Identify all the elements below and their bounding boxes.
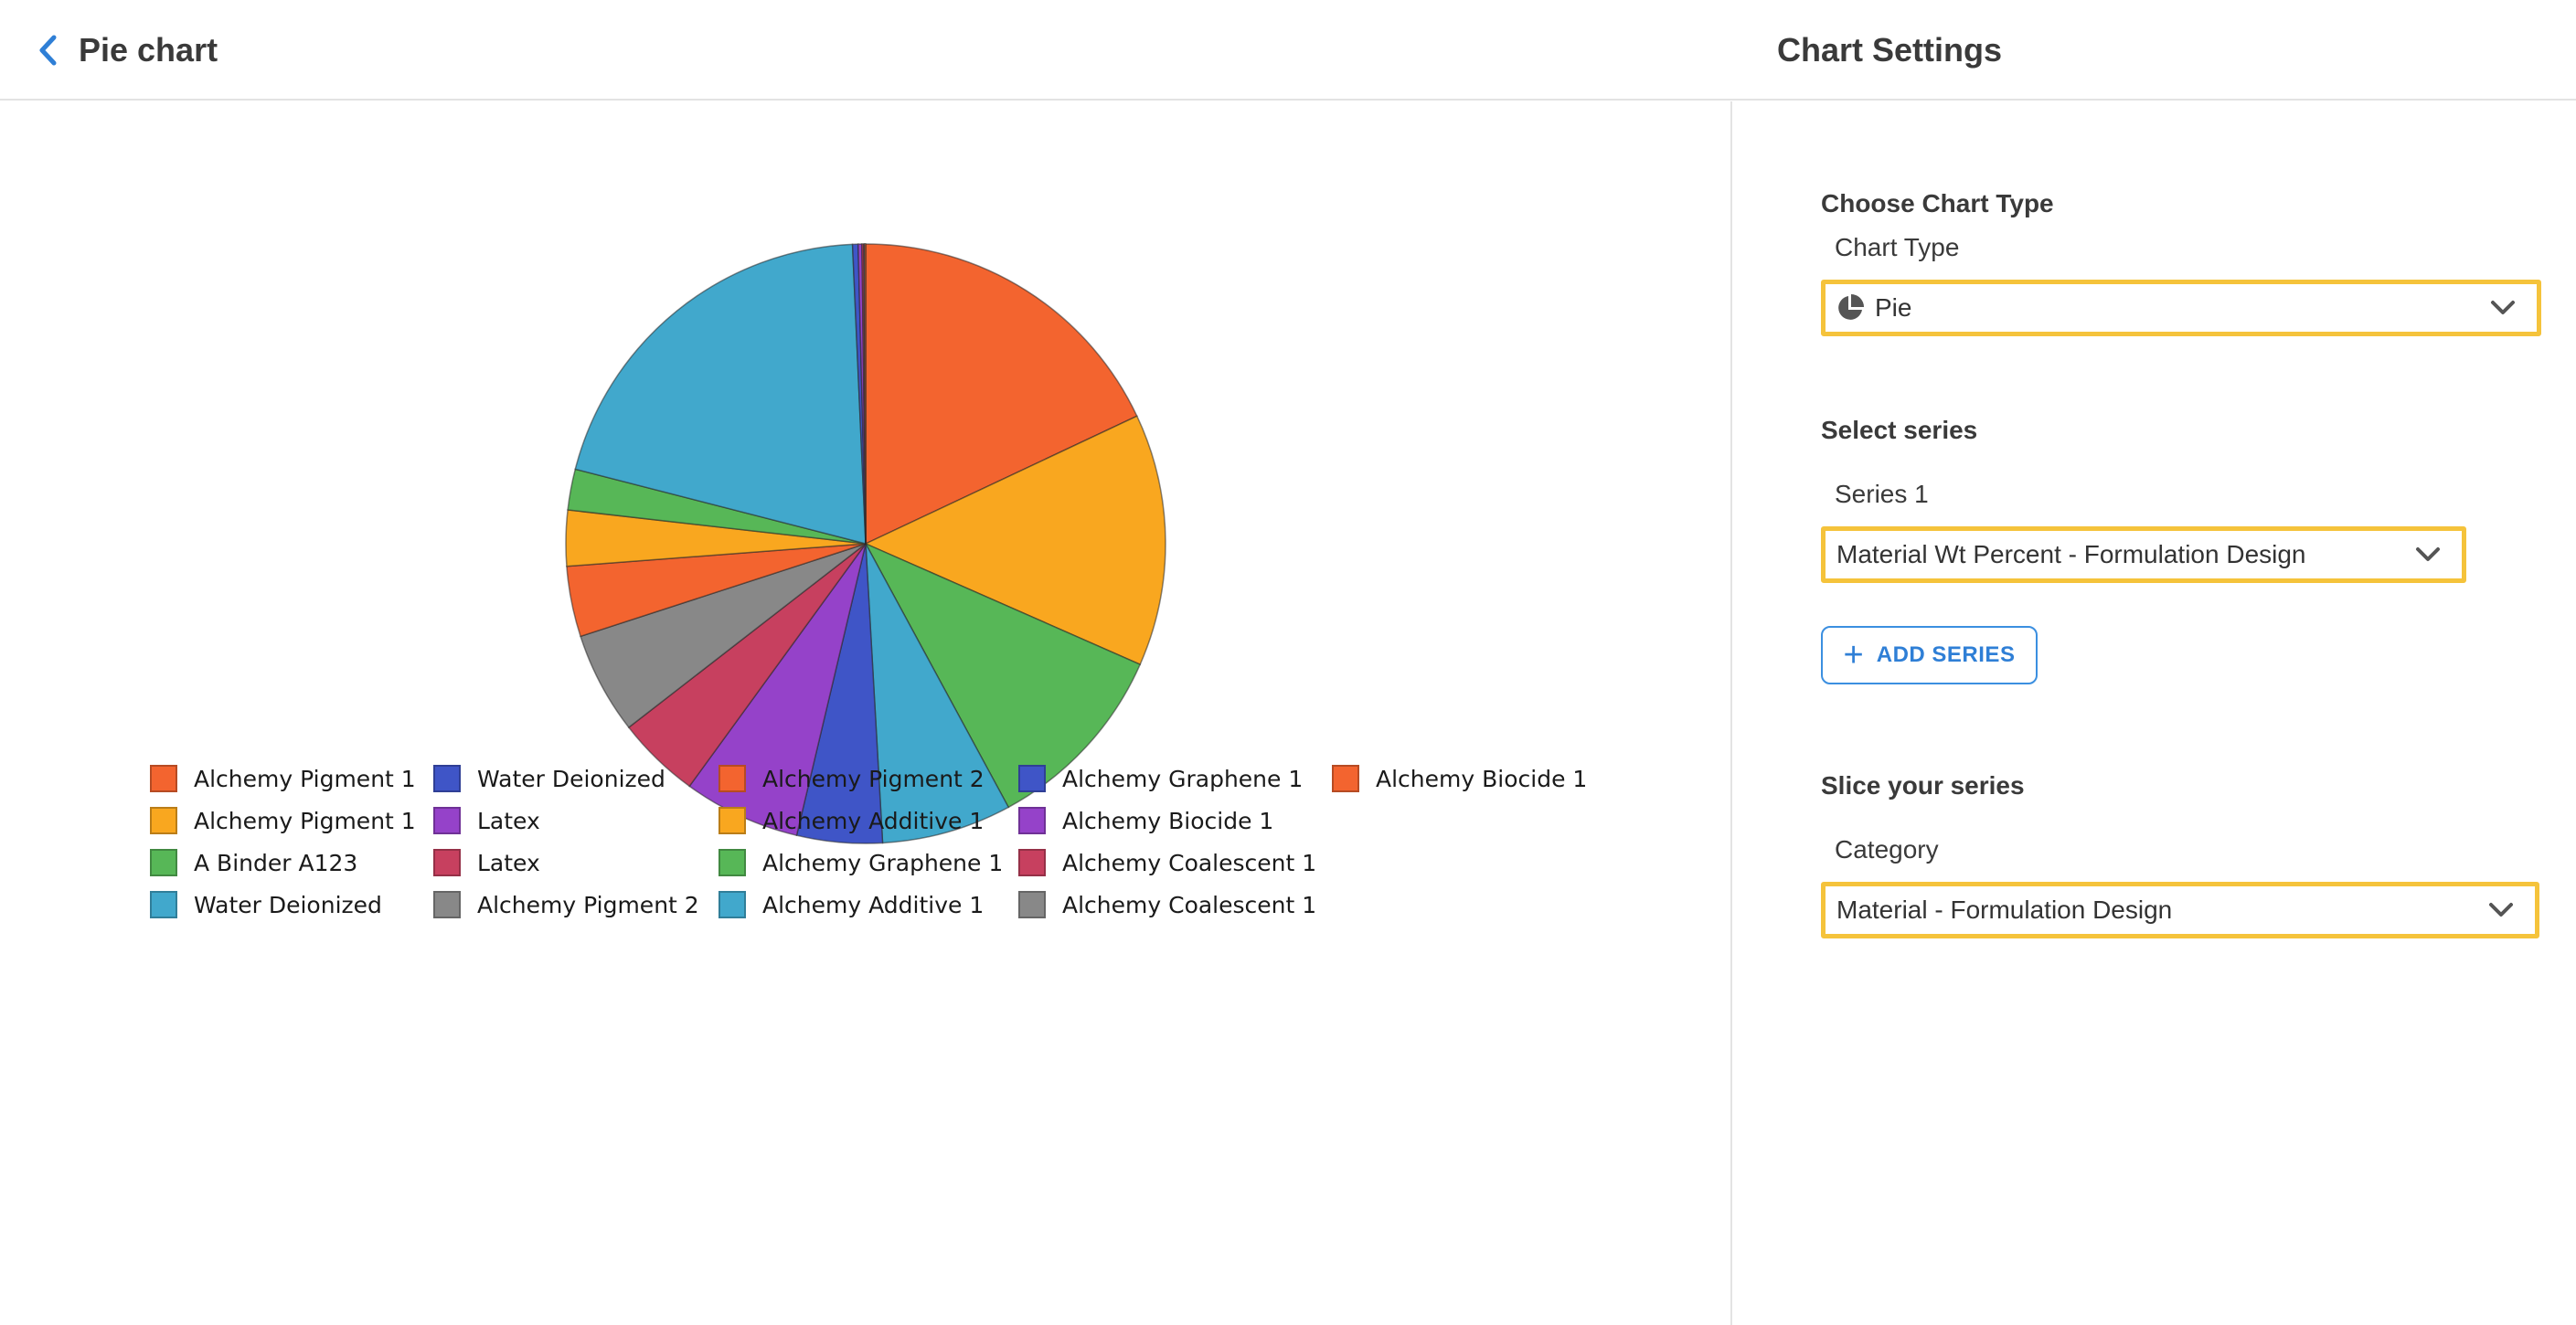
legend-label: Alchemy Biocide 1 <box>1062 807 1274 834</box>
legend-item[interactable]: Alchemy Coalescent 1 <box>1018 847 1316 878</box>
legend-item[interactable]: A Binder A123 <box>150 847 357 878</box>
legend-label: Latex <box>477 849 540 876</box>
series-1-value: Material Wt Percent - Formulation Design <box>1836 540 2306 568</box>
legend-item[interactable]: Alchemy Pigment 1 <box>150 763 416 794</box>
legend-swatch <box>719 807 746 834</box>
chevron-down-icon <box>2416 547 2440 561</box>
legend-item[interactable]: Alchemy Pigment 2 <box>719 763 985 794</box>
legend-label: Alchemy Graphene 1 <box>762 849 1004 876</box>
legend-item[interactable]: Latex <box>433 847 540 878</box>
pie-slice-1 <box>865 243 1138 546</box>
legend-label: Alchemy Additive 1 <box>762 807 985 834</box>
legend-item[interactable]: Alchemy Graphene 1 <box>1018 763 1303 794</box>
legend-swatch <box>1018 849 1046 876</box>
chevron-down-icon <box>2489 903 2513 917</box>
page-title: Pie chart <box>79 31 218 69</box>
legend-label: Latex <box>477 807 540 834</box>
legend-item[interactable]: Alchemy Pigment 1 <box>150 805 416 836</box>
legend-label: Alchemy Pigment 1 <box>194 765 416 792</box>
legend-swatch <box>1018 765 1046 792</box>
chart-type-section-label: Choose Chart Type <box>1821 189 2054 217</box>
legend-label: Alchemy Coalescent 1 <box>1062 891 1317 918</box>
legend-item[interactable]: Alchemy Additive 1 <box>719 889 984 920</box>
pie-slice-3 <box>864 542 1142 809</box>
legend-swatch <box>150 807 177 834</box>
slice-series-section-label: Slice your series <box>1821 771 2025 800</box>
add-series-label: ADD SERIES <box>1876 642 2016 667</box>
pie-slice-12 <box>574 243 867 545</box>
legend-label: Alchemy Pigment 1 <box>194 807 416 834</box>
legend-label: Alchemy Pigment 2 <box>762 765 985 792</box>
legend-item[interactable]: Alchemy Additive 1 <box>719 805 984 836</box>
add-series-button[interactable]: + ADD SERIES <box>1821 626 2038 684</box>
pie-slice-17 <box>864 243 867 545</box>
legend-label: Alchemy Biocide 1 <box>1376 765 1588 792</box>
legend-swatch <box>1018 807 1046 834</box>
panel-divider <box>1730 101 1732 1325</box>
pie-chart <box>565 243 1166 844</box>
settings-title: Chart Settings <box>1777 31 2003 69</box>
legend-swatch <box>1018 891 1046 918</box>
legend-item[interactable]: Alchemy Coalescent 1 <box>1018 889 1316 920</box>
category-value: Material - Formulation Design <box>1836 896 2173 924</box>
legend-label: Alchemy Pigment 2 <box>477 891 699 918</box>
legend-swatch <box>433 891 461 918</box>
legend-item[interactable]: Alchemy Biocide 1 <box>1332 763 1587 794</box>
legend-label: Water Deionized <box>194 891 382 918</box>
category-field-label: Category <box>1835 835 1939 864</box>
legend-label: Alchemy Coalescent 1 <box>1062 849 1317 876</box>
header: Pie chart Chart Settings <box>0 0 2576 101</box>
legend-label: Water Deionized <box>477 765 665 792</box>
legend-item[interactable]: Water Deionized <box>150 889 382 920</box>
legend-swatch <box>150 849 177 876</box>
legend-swatch <box>1332 765 1359 792</box>
legend-item[interactable]: Alchemy Graphene 1 <box>719 847 1003 878</box>
legend-item[interactable]: Alchemy Pigment 2 <box>433 889 699 920</box>
chart-settings-panel: Choose Chart Type Chart Type Pie Select … <box>1732 101 2576 1325</box>
series-1-select[interactable]: Material Wt Percent - Formulation Design <box>1821 526 2466 583</box>
chart-type-field-label: Chart Type <box>1835 233 1960 261</box>
legend-label: Alchemy Additive 1 <box>762 891 985 918</box>
legend-item[interactable]: Alchemy Biocide 1 <box>1018 805 1273 836</box>
legend-swatch <box>719 765 746 792</box>
legend-swatch <box>150 765 177 792</box>
chevron-down-icon <box>2491 301 2515 314</box>
legend-label: Alchemy Graphene 1 <box>1062 765 1304 792</box>
chart-type-select[interactable]: Pie <box>1821 280 2541 336</box>
legend-swatch <box>433 807 461 834</box>
chart-area: Alchemy Pigment 1 Alchemy Pigment 1 A Bind… <box>0 101 1730 1325</box>
back-button[interactable] <box>27 27 68 73</box>
pie-chart-icon <box>1836 294 1864 322</box>
chevron-left-icon <box>39 35 57 66</box>
chart-type-value: Pie <box>1875 293 1912 322</box>
legend-swatch <box>433 849 461 876</box>
select-series-section-label: Select series <box>1821 416 1978 444</box>
legend-swatch <box>719 891 746 918</box>
legend-item[interactable]: Latex <box>433 805 540 836</box>
legend-item[interactable]: Water Deionized <box>433 763 665 794</box>
category-select[interactable]: Material - Formulation Design <box>1821 882 2539 938</box>
pie-slice-2 <box>864 415 1166 666</box>
legend-swatch <box>719 849 746 876</box>
legend-swatch <box>433 765 461 792</box>
plus-icon: + <box>1843 636 1864 674</box>
legend-swatch <box>150 891 177 918</box>
legend-label: A Binder A123 <box>194 849 358 876</box>
series-1-field-label: Series 1 <box>1835 480 1929 508</box>
pie-slice-4 <box>865 543 1010 844</box>
